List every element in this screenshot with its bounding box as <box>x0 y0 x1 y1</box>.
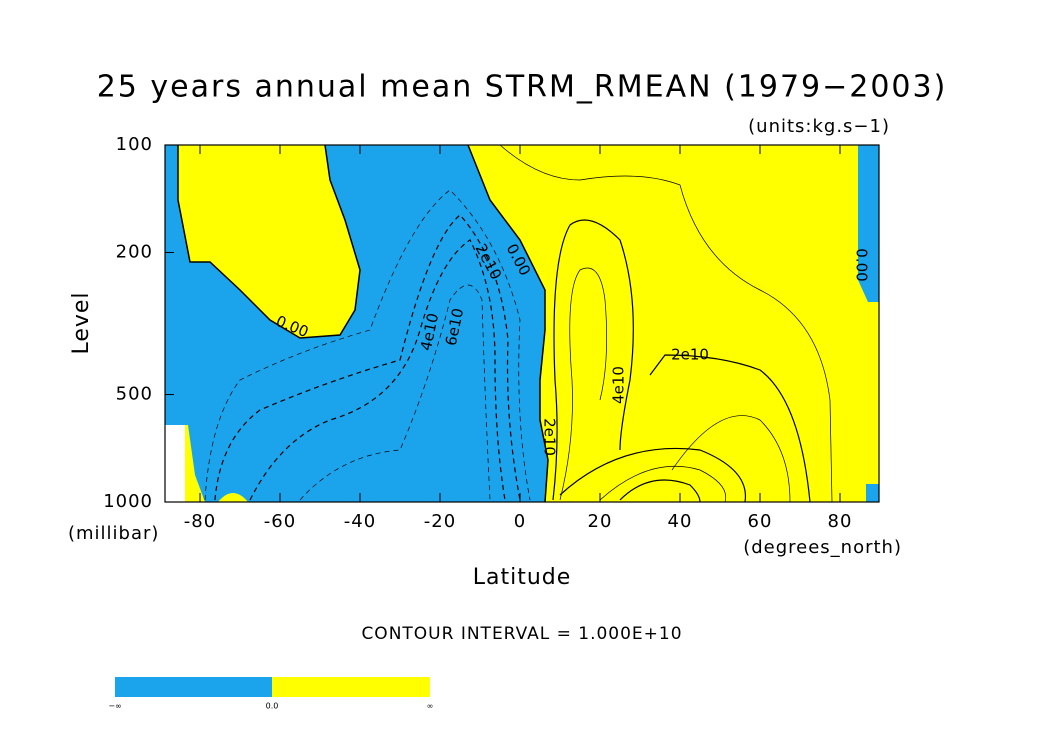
negative-region <box>165 145 548 502</box>
y-tick-label: 100 <box>116 134 153 155</box>
y-unit: (millibar) <box>68 523 159 544</box>
plot-frame <box>164 144 880 503</box>
contour-interval: CONTOUR INTERVAL = 1.000E+10 <box>361 624 682 644</box>
x-tick-label: 0 <box>514 511 526 532</box>
y-tick-label: 500 <box>116 384 153 405</box>
colorbar-label: ∞ <box>427 702 434 711</box>
x-tick-label: 80 <box>828 511 853 532</box>
missing-region <box>165 425 185 502</box>
colorbar-positive <box>272 677 430 697</box>
y-tick-label: 200 <box>116 241 153 262</box>
colorbar-label: 0.0 <box>266 702 279 711</box>
x-tick-label: -20 <box>424 511 456 532</box>
y-tick-label: 1000 <box>103 491 153 512</box>
subtitle: (units:kg.s−1) <box>748 116 890 137</box>
x-tick-label: 40 <box>668 511 693 532</box>
x-tick-label: -60 <box>264 511 296 532</box>
contour-label: 2e10 <box>541 418 559 456</box>
contour-lines <box>177 144 833 503</box>
x-tick-label: 20 <box>588 511 613 532</box>
positive-region <box>218 493 248 502</box>
contour-label: 4e10 <box>610 366 628 404</box>
x-tick-label: -80 <box>184 511 216 532</box>
colorbar-label: −∞ <box>108 702 121 711</box>
chart-title: 25 years annual mean STRM_RMEAN (1979−20… <box>97 70 948 105</box>
contour-label: 0.00 <box>853 248 871 281</box>
colorbar-negative <box>115 677 272 697</box>
x-axis-label: Latitude <box>473 565 572 590</box>
y-axis-label: Level <box>69 291 94 354</box>
negative-region <box>866 484 879 502</box>
contour-label: 2e10 <box>671 346 709 364</box>
x-tick-label: -40 <box>344 511 376 532</box>
x-tick-label: 60 <box>748 511 773 532</box>
x-unit: (degrees_north) <box>743 537 902 558</box>
negative-region <box>858 145 879 302</box>
